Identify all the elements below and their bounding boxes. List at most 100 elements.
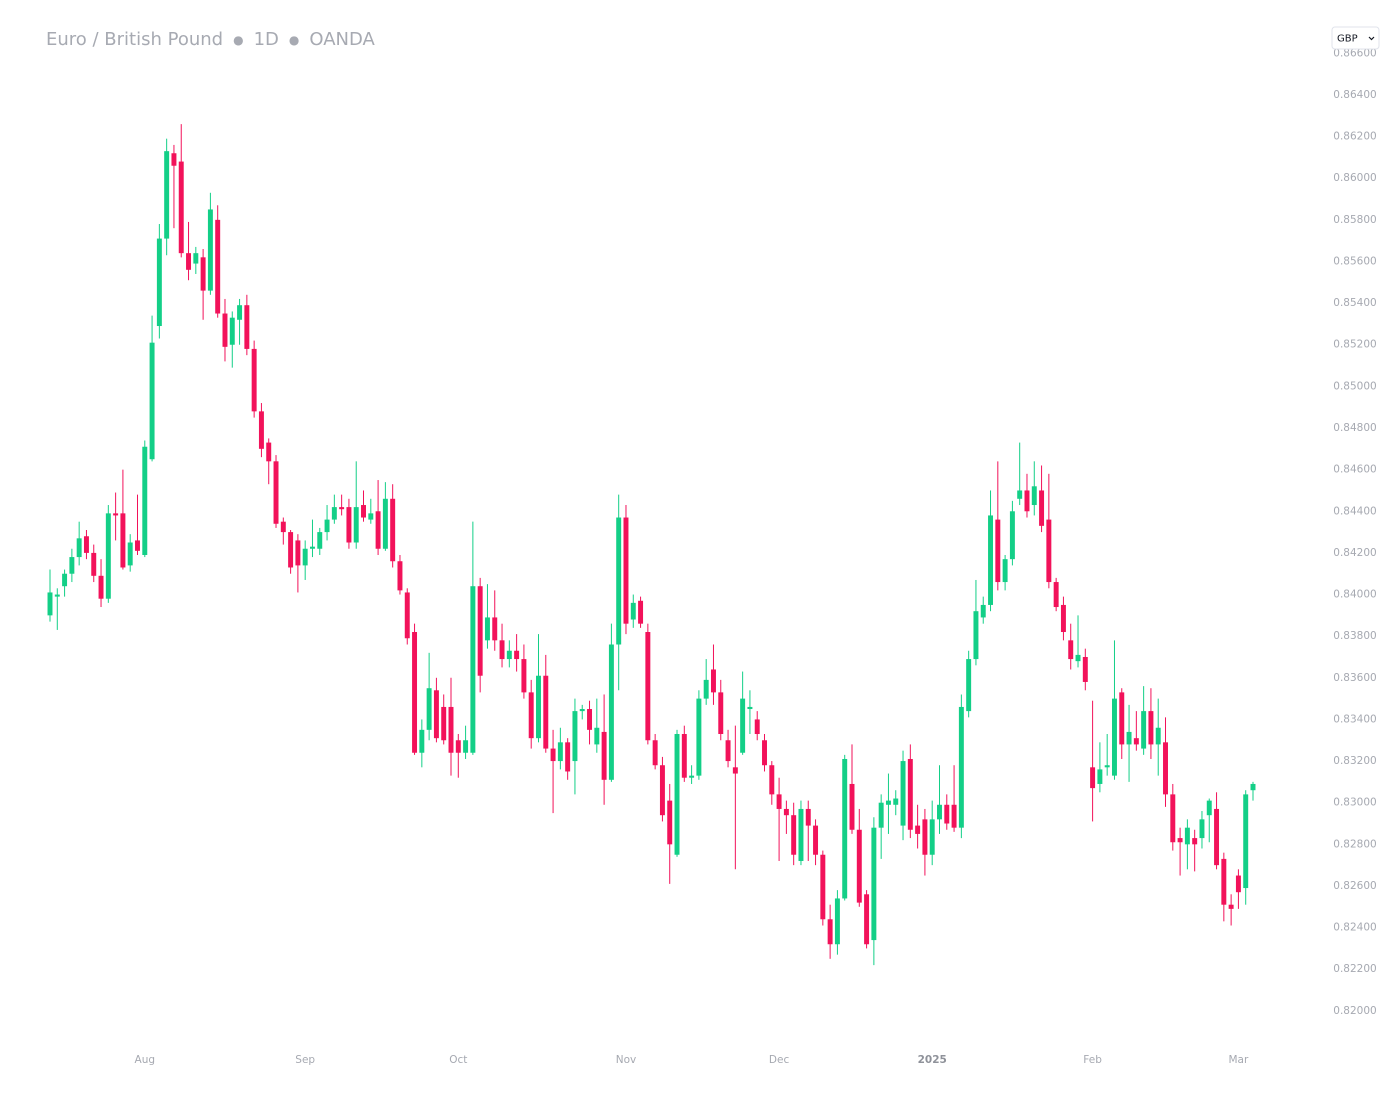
candle-body: [630, 602, 636, 620]
candle-body: [353, 507, 359, 543]
chevron[interactable]: [1368, 36, 1375, 41]
candle-body: [842, 758, 848, 899]
y-tick-label: 0.82800: [1333, 838, 1376, 850]
y-tick-label: 0.85600: [1333, 255, 1376, 267]
candle-body: [827, 919, 833, 945]
candle-body: [608, 644, 614, 780]
y-tick-label: 0.85400: [1333, 297, 1376, 309]
y-tick-label: 0.85000: [1333, 380, 1376, 392]
x-tick-label: Mar: [1229, 1054, 1249, 1066]
candle-body: [309, 546, 315, 549]
candle-body: [572, 711, 578, 762]
interval: 1D: [254, 29, 279, 50]
candle-body: [1228, 904, 1234, 909]
x-tick-label: 2025: [918, 1054, 947, 1066]
candle-body: [302, 548, 308, 566]
candle-body: [681, 734, 687, 778]
separator: ●: [233, 33, 243, 47]
candle-body: [783, 808, 789, 816]
y-tick-label: 0.86600: [1333, 47, 1376, 59]
candle-body: [740, 698, 746, 753]
candle-body: [251, 348, 257, 412]
candle-body: [273, 461, 279, 524]
candle-body: [776, 794, 782, 809]
candle-body: [164, 151, 170, 239]
candle-body: [1082, 656, 1088, 682]
candle-body: [135, 540, 140, 551]
candle-body: [156, 238, 162, 327]
y-tick-label: 0.83000: [1333, 797, 1376, 809]
candle-body: [856, 829, 862, 903]
y-tick-label: 0.83800: [1333, 630, 1376, 642]
candle-body: [113, 513, 119, 516]
candle-body: [484, 617, 490, 641]
candle-body: [1141, 711, 1147, 749]
y-tick-label: 0.84000: [1333, 589, 1376, 601]
y-tick-label: 0.84200: [1333, 547, 1376, 559]
candle-body: [470, 586, 476, 753]
candle-body: [361, 505, 366, 518]
symbol-name: Euro / British Pound: [46, 29, 223, 50]
candle-body: [215, 219, 221, 314]
y-tick-label: 0.83600: [1333, 672, 1376, 684]
candle-body: [280, 521, 286, 533]
currency-label[interactable]: GBP: [1337, 34, 1358, 45]
candle-body: [76, 538, 82, 558]
candle-body: [463, 740, 469, 753]
candle-body: [142, 446, 148, 555]
candle-body: [878, 802, 884, 828]
currency-button[interactable]: GBP: [1331, 26, 1380, 50]
candle-body: [813, 825, 819, 855]
candle-body: [506, 650, 512, 660]
candle-body: [1053, 582, 1059, 608]
chart-title: Euro / British Pound ● 1D ● OANDA: [46, 29, 376, 50]
candle-body: [834, 898, 840, 945]
candle-body: [988, 515, 994, 605]
y-tick-label: 0.84600: [1333, 464, 1376, 476]
candle-body: [864, 894, 870, 945]
y-tick-label: 0.82400: [1333, 922, 1376, 934]
candle-body: [441, 706, 447, 741]
candle-body: [1119, 692, 1125, 745]
axes: 0.82000 0.82200 0.82400 0.82600 0.82800 0.830…: [135, 47, 1377, 1066]
separator: ●: [289, 33, 299, 47]
candle-body: [1046, 519, 1052, 583]
candle-body: [1184, 827, 1190, 845]
candle-body: [696, 698, 702, 776]
candle-body: [951, 804, 957, 828]
candle-body: [623, 517, 629, 624]
candle-body: [193, 253, 199, 264]
candle-body: [929, 819, 935, 855]
y-tick-label: 0.85800: [1333, 214, 1376, 226]
candle-body: [900, 761, 906, 826]
candle-body: [1017, 490, 1023, 499]
candle-body: [120, 513, 126, 568]
candle-body: [448, 706, 454, 753]
candle-body: [747, 706, 753, 710]
candle-body: [1009, 511, 1015, 560]
candle-body: [710, 669, 716, 693]
candle-body: [893, 798, 899, 805]
x-tick-label: Dec: [769, 1054, 790, 1066]
candle-body: [601, 731, 607, 780]
currency-button-box[interactable]: [1331, 26, 1380, 50]
candle-body: [1060, 604, 1066, 633]
candle-body: [433, 690, 439, 739]
candle-body: [973, 611, 979, 660]
candle-body: [732, 767, 738, 774]
candle-body: [390, 498, 396, 562]
candle-body: [62, 573, 68, 587]
y-tick-label: 0.83200: [1333, 755, 1376, 767]
x-tick-label: Sep: [295, 1054, 315, 1066]
candle-body: [543, 675, 549, 749]
candle-body: [521, 659, 527, 693]
candle-body: [258, 411, 264, 449]
candle-body: [1075, 654, 1081, 662]
candle-body: [798, 808, 804, 861]
candle-body: [820, 854, 826, 920]
candle-body: [171, 153, 177, 166]
candle-body: [346, 507, 352, 543]
y-tick-label: 0.86000: [1333, 172, 1376, 184]
